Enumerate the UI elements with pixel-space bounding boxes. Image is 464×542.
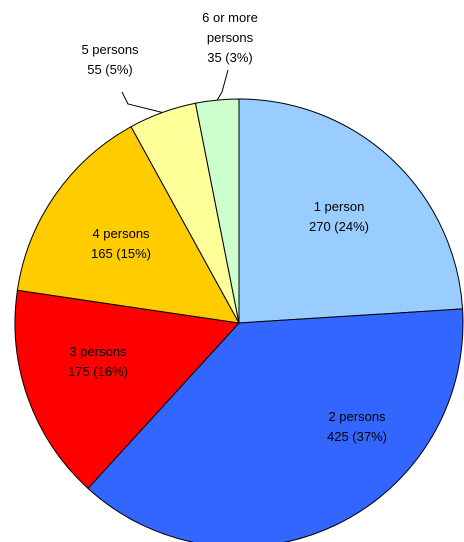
slice-label: 5 persons 55 (5%) [65, 40, 155, 80]
leader-line [121, 91, 163, 113]
value-label: 425 (37%) [327, 429, 387, 444]
pie-slice [238, 98, 464, 324]
slice-label: 1 person 270 (24%) [294, 197, 384, 237]
value-label: 35 (3%) [207, 50, 253, 65]
category-label: 3 persons [69, 344, 127, 359]
slice-label: 6 or more persons 35 (3%) [194, 8, 266, 68]
pie-slice [87, 308, 464, 542]
category-label: 6 or more persons [202, 10, 258, 45]
value-label: 165 (15%) [91, 246, 151, 261]
value-label: 55 (5%) [87, 62, 133, 77]
category-label: 4 persons [92, 226, 150, 241]
pie-slice [14, 289, 241, 490]
leader-line [216, 69, 229, 101]
slice-label: 4 persons 165 (15%) [76, 224, 166, 264]
pie-slice [16, 126, 240, 324]
slice-label: 2 persons 425 (37%) [312, 407, 402, 447]
slice-label: 3 persons 175 (16%) [53, 342, 143, 382]
value-label: 270 (24%) [309, 219, 369, 234]
category-label: 5 persons [81, 42, 139, 57]
value-label: 175 (16%) [68, 364, 128, 379]
category-label: 2 persons [328, 409, 386, 424]
category-label: 1 person [313, 199, 365, 214]
